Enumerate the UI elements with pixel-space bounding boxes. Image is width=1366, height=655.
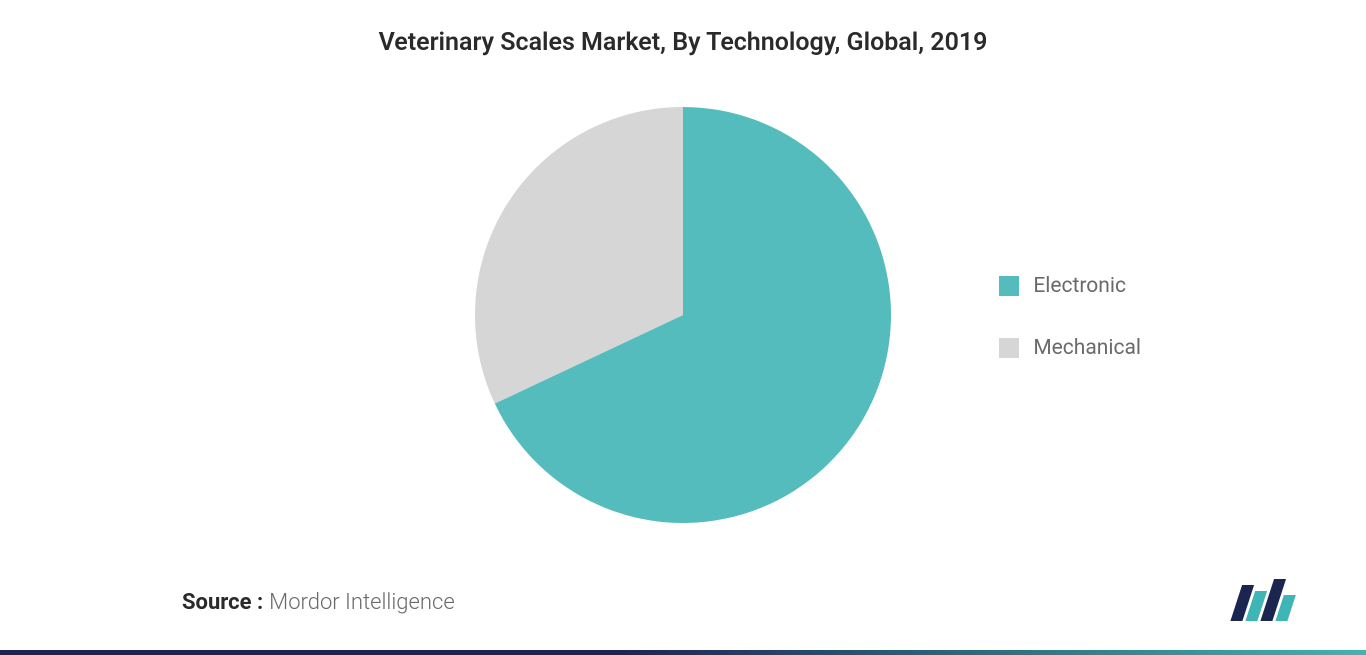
source-footer: Source : Mordor Intelligence — [182, 590, 455, 615]
legend-item-mechanical: Mechanical — [999, 336, 1141, 360]
pie-wrapper — [475, 107, 891, 527]
legend-item-electronic: Electronic — [999, 274, 1141, 298]
source-text: Mordor Intelligence — [269, 590, 455, 615]
legend-label: Electronic — [1033, 274, 1126, 298]
chart-title: Veterinary Scales Market, By Technology,… — [20, 28, 1346, 57]
logo-svg — [1228, 573, 1296, 623]
legend-label: Mechanical — [1033, 336, 1141, 360]
pie-chart — [475, 107, 891, 523]
legend-swatch — [999, 338, 1019, 358]
legend-swatch — [999, 276, 1019, 296]
brand-logo-icon — [1228, 573, 1296, 627]
legend: Electronic Mechanical — [999, 274, 1141, 360]
chart-area: Electronic Mechanical — [20, 87, 1346, 547]
chart-container: Veterinary Scales Market, By Technology,… — [0, 0, 1366, 655]
bottom-gradient-bar — [0, 650, 1366, 655]
source-prefix: Source : — [182, 590, 263, 615]
